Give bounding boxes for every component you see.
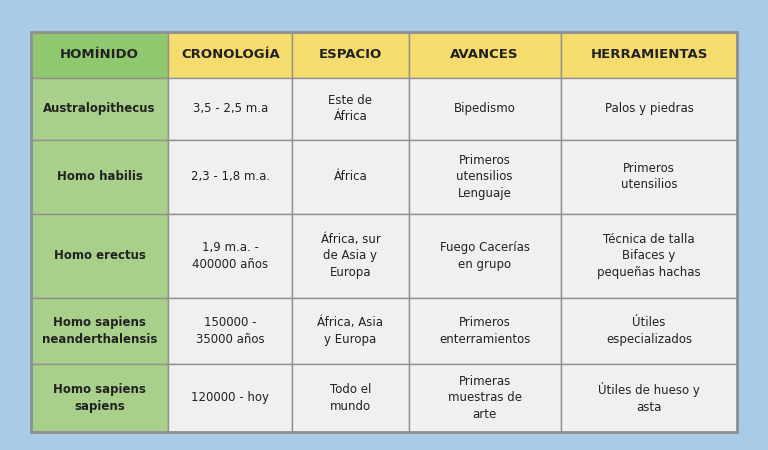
Text: ESPACIO: ESPACIO [319, 48, 382, 61]
Bar [168, 77, 292, 140]
Text: HERRAMIENTAS: HERRAMIENTAS [591, 48, 707, 61]
Bar [31, 32, 737, 432]
Text: Palos y piedras: Palos y piedras [604, 102, 694, 115]
Text: Homo erectus: Homo erectus [54, 249, 146, 262]
Bar [168, 298, 292, 364]
Text: Homo habilis: Homo habilis [57, 170, 143, 183]
Bar [31, 32, 168, 77]
Text: África, Asia
y Europa: África, Asia y Europa [317, 316, 383, 346]
Text: África, sur
de Asia y
Europa: África, sur de Asia y Europa [320, 233, 380, 279]
Bar [168, 214, 292, 298]
Bar [561, 140, 737, 214]
Text: Homo sapiens
neanderthalensis: Homo sapiens neanderthalensis [42, 316, 157, 346]
Text: 3,5 - 2,5 m.a: 3,5 - 2,5 m.a [193, 102, 268, 115]
Bar [168, 364, 292, 432]
Bar [31, 214, 168, 298]
Bar [409, 32, 561, 77]
Text: 120000 - hoy: 120000 - hoy [191, 392, 270, 405]
Bar [292, 140, 409, 214]
Bar [31, 77, 168, 140]
Text: CRONOLOGÍA: CRONOLOGÍA [181, 48, 280, 61]
Text: Útiles de hueso y
asta: Útiles de hueso y asta [598, 382, 700, 414]
Bar [168, 32, 292, 77]
Bar [409, 298, 561, 364]
Bar [561, 77, 737, 140]
Bar [168, 140, 292, 214]
Bar [292, 77, 409, 140]
Bar [409, 140, 561, 214]
Bar [31, 364, 168, 432]
Text: 2,3 - 1,8 m.a.: 2,3 - 1,8 m.a. [190, 170, 270, 183]
Text: Este de
África: Este de África [329, 94, 372, 123]
Bar [31, 298, 168, 364]
Text: 150000 -
35000 años: 150000 - 35000 años [196, 316, 265, 346]
Text: Bipedismo: Bipedismo [454, 102, 515, 115]
Text: Primeros
utensilios: Primeros utensilios [621, 162, 677, 191]
Text: Técnica de talla
Bifaces y
pequeñas hachas: Técnica de talla Bifaces y pequeñas hach… [598, 233, 700, 279]
Bar [561, 32, 737, 77]
Bar [561, 364, 737, 432]
Bar [561, 298, 737, 364]
Text: África: África [333, 170, 367, 183]
Text: 1,9 m.a. -
400000 años: 1,9 m.a. - 400000 años [192, 241, 268, 270]
Text: Australopithecus: Australopithecus [43, 102, 156, 115]
Text: Fuego Cacerías
en grupo: Fuego Cacerías en grupo [440, 241, 530, 270]
Bar [409, 214, 561, 298]
Text: AVANCES: AVANCES [451, 48, 519, 61]
Text: HOMÍNIDO: HOMÍNIDO [60, 48, 139, 61]
Text: Útiles
especializados: Útiles especializados [606, 316, 692, 346]
Text: Primeros
utensilios
Lenguaje: Primeros utensilios Lenguaje [456, 154, 513, 200]
Bar [409, 77, 561, 140]
Text: Homo sapiens
sapiens: Homo sapiens sapiens [53, 383, 146, 413]
Bar [292, 364, 409, 432]
Bar [561, 214, 737, 298]
Bar [31, 140, 168, 214]
Text: Primeras
muestras de
arte: Primeras muestras de arte [448, 375, 521, 421]
Bar [292, 32, 409, 77]
Text: Primeros
enterramientos: Primeros enterramientos [439, 316, 531, 346]
Bar [409, 364, 561, 432]
Text: Todo el
mundo: Todo el mundo [329, 383, 371, 413]
Bar [292, 298, 409, 364]
Bar [292, 214, 409, 298]
